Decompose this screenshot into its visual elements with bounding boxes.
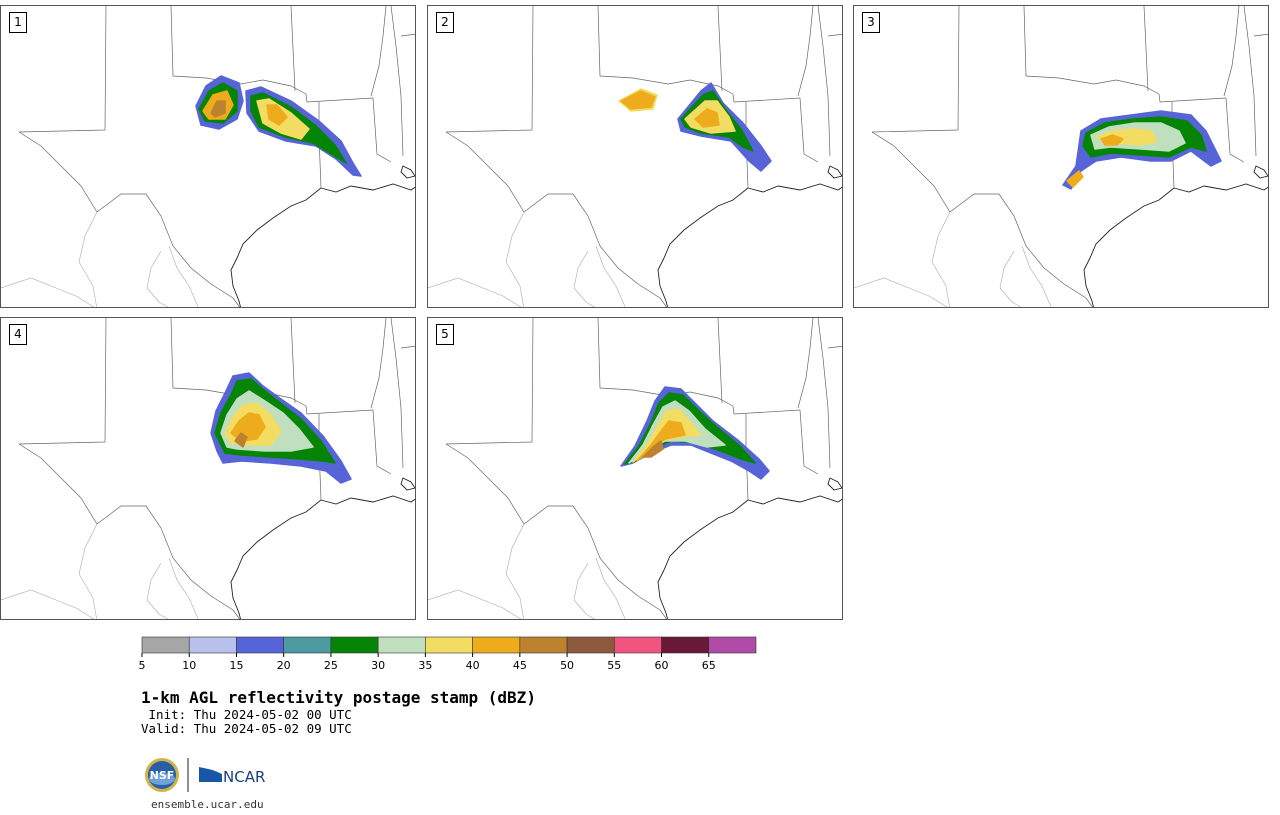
- colorbar-swatch: [283, 636, 332, 654]
- panel-number-label: 1: [9, 12, 27, 33]
- svg-text:NSF: NSF: [150, 769, 175, 782]
- mexico-borders: [1, 523, 199, 619]
- map-panel-4: [1, 318, 415, 619]
- panel-number-label: 4: [9, 324, 27, 345]
- state-borders: [445, 6, 842, 307]
- coastline: [657, 165, 842, 307]
- colorbar-swatch: [236, 636, 284, 654]
- init-time: Init: Thu 2024-05-02 00 UTC: [141, 707, 352, 722]
- nsf-ncar-logo: NSF NCAR: [145, 758, 265, 792]
- colorbar-tick-label: 25: [323, 659, 338, 672]
- coastline: [1083, 165, 1268, 307]
- ensemble-member-panel-1: 1: [0, 5, 416, 308]
- colorbar-swatch: [141, 636, 190, 654]
- map-panel-3: [854, 6, 1268, 307]
- colorbar-tick-label: 45: [512, 659, 527, 672]
- colorbar-swatch: [330, 636, 379, 654]
- website-url: ensemble.ucar.edu: [151, 798, 264, 811]
- mexico-borders: [1, 211, 199, 307]
- mexico-borders: [854, 211, 1052, 307]
- colorbar-swatch: [425, 636, 473, 654]
- state-borders: [18, 6, 415, 307]
- colorbar-tick-label: 35: [418, 659, 433, 672]
- colorbar-tick-label: 10: [182, 659, 197, 672]
- figure-title: 1-km AGL reflectivity postage stamp (dBZ…: [141, 688, 536, 707]
- coastline: [230, 165, 415, 307]
- colorbar-tick-label: 60: [654, 659, 669, 672]
- colorbar-tick-label: 55: [607, 659, 622, 672]
- colorbar-tick-label: 40: [465, 659, 480, 672]
- map-panel-5: [428, 318, 842, 619]
- reflectivity-field: [195, 75, 362, 177]
- mexico-borders: [428, 523, 626, 619]
- reflectivity-field: [620, 386, 770, 480]
- colorbar-swatch: [661, 636, 710, 654]
- colorbar-swatch: [519, 636, 568, 654]
- colorbar-tick-label: 15: [229, 659, 244, 672]
- reflectivity-field: [1062, 110, 1222, 190]
- colorbar-swatch: [188, 636, 237, 654]
- state-borders: [18, 318, 415, 619]
- colorbar-swatch: [377, 636, 426, 654]
- colorbar-tick-label: 20: [276, 659, 291, 672]
- ensemble-member-panel-5: 5: [427, 317, 843, 620]
- colorbar-tick-label: 50: [560, 659, 575, 672]
- map-panel-1: [1, 6, 415, 307]
- ensemble-member-panel-2: 2: [427, 5, 843, 308]
- reflectivity-field: [618, 82, 772, 172]
- colorbar-tick-label: 65: [701, 659, 716, 672]
- panel-number-label: 2: [436, 12, 454, 33]
- mexico-borders: [428, 211, 626, 307]
- ensemble-member-panel-3: 3: [853, 5, 1269, 308]
- colorbar-tick-label: 5: [138, 659, 146, 672]
- valid-time: Valid: Thu 2024-05-02 09 UTC: [141, 721, 352, 736]
- colorbar-tick-label: 30: [371, 659, 386, 672]
- panel-number-label: 3: [862, 12, 880, 33]
- coastline: [657, 477, 842, 619]
- colorbar-swatch: [566, 636, 615, 654]
- coastline: [230, 477, 415, 619]
- state-borders: [445, 318, 842, 619]
- colorbar-swatch: [708, 636, 757, 654]
- map-panel-2: [428, 6, 842, 307]
- reflectivity-colorbar: [141, 636, 757, 657]
- svg-text:NCAR: NCAR: [223, 768, 265, 786]
- reflectivity-field: [210, 372, 352, 484]
- ensemble-member-panel-4: 4: [0, 317, 416, 620]
- panel-number-label: 5: [436, 324, 454, 345]
- colorbar-swatch: [614, 636, 662, 654]
- colorbar-swatch: [472, 636, 521, 654]
